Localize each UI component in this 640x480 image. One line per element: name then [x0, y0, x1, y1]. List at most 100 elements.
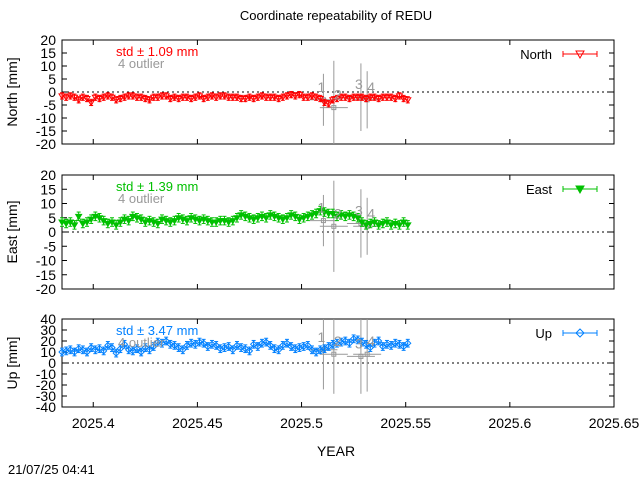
data-point — [237, 96, 246, 103]
y-tick-label: -20 — [36, 377, 56, 393]
outlier-id-label: 4 — [367, 333, 375, 349]
data-point — [241, 96, 250, 103]
data-point — [266, 341, 275, 350]
data-point — [270, 344, 279, 353]
data-point — [249, 96, 258, 103]
data-point — [95, 96, 104, 103]
data-point — [153, 94, 162, 102]
data-point — [141, 343, 150, 352]
data-point — [308, 346, 316, 354]
outlier-id-label: 2 — [334, 87, 342, 103]
data-point — [383, 94, 391, 102]
y-tick-label: 10 — [40, 344, 56, 360]
data-point — [154, 338, 162, 346]
data-point — [149, 342, 158, 351]
data-point — [104, 341, 112, 350]
data-point — [353, 94, 362, 102]
data-point — [137, 348, 145, 356]
x-axis: 2025.4 2025.45 2025.5 2025.55 2025.6 2025.65 Y… — [72, 415, 640, 459]
data-point — [224, 94, 233, 102]
legend-label: East — [526, 182, 552, 197]
y-tick-label: 10 — [40, 196, 56, 212]
x-axis-label: YEAR — [317, 443, 355, 459]
y-tick-label: -10 — [36, 366, 56, 382]
outlier-point — [331, 223, 337, 229]
y-tick-label: -20 — [36, 281, 56, 297]
x-tick-label: 2025.4 — [72, 415, 115, 431]
data-point — [345, 96, 354, 103]
outlier-point — [331, 351, 337, 357]
data-point — [262, 338, 270, 346]
data-point — [233, 341, 241, 350]
y-tick-label: 15 — [40, 45, 56, 61]
data-point — [295, 343, 304, 352]
outlier-point — [364, 351, 370, 357]
y-tick-label: 5 — [48, 210, 56, 226]
y-tick-label: -5 — [44, 97, 57, 113]
data-point — [216, 344, 225, 353]
outlier-point — [320, 218, 326, 224]
data-point — [329, 340, 337, 349]
y-axis-label: North [mm] — [4, 57, 20, 126]
data-point — [79, 346, 87, 354]
data-point — [303, 94, 312, 102]
data-point — [195, 338, 204, 346]
data-point — [328, 97, 337, 104]
data-point — [266, 94, 275, 102]
legend-label: Up — [535, 326, 552, 341]
data-point — [404, 339, 412, 347]
data-point — [391, 96, 400, 103]
data-point — [283, 339, 291, 347]
data-point — [304, 341, 312, 350]
data-point — [83, 96, 91, 103]
data-point — [383, 340, 391, 349]
y-tick-label: -5 — [44, 238, 57, 254]
outlier-count: 4 outlier — [118, 335, 165, 350]
data-point — [324, 101, 333, 108]
y-tick-label: -10 — [36, 253, 56, 269]
outlier-id-label: 1 — [318, 329, 326, 345]
data-point — [208, 340, 216, 349]
y-tick-label: 0 — [48, 84, 56, 100]
legend-marker — [575, 50, 585, 60]
data-point — [95, 344, 104, 353]
legend-label: North — [520, 47, 552, 62]
data-point — [366, 343, 374, 352]
data-point — [299, 94, 308, 102]
outlier-id-label: 2 — [334, 333, 342, 349]
y-tick-label: 0 — [48, 224, 56, 240]
data-point — [199, 339, 208, 347]
data-point — [62, 347, 70, 355]
chart-title: Coordinate repeatability of REDU — [239, 8, 433, 23]
y-tick-label: 0 — [48, 355, 56, 371]
outlier-id-label: 2 — [334, 205, 342, 221]
data-point — [112, 349, 120, 357]
y-tick-label: -15 — [36, 123, 56, 139]
data-point — [145, 97, 154, 104]
y-tick-label: 20 — [40, 333, 56, 349]
data-point — [391, 339, 399, 347]
data-point — [116, 344, 125, 353]
y-tick-label: 20 — [40, 32, 56, 48]
outlier-count: 4 outlier — [118, 191, 165, 206]
data-point — [212, 341, 220, 350]
data-point — [87, 99, 96, 107]
data-point — [258, 339, 266, 347]
y-tick-label: 10 — [40, 58, 56, 74]
data-point — [120, 340, 129, 349]
data-line — [61, 338, 409, 354]
y-tick-label: 5 — [48, 71, 56, 87]
x-tick-label: 2025.6 — [488, 415, 531, 431]
data-point — [124, 218, 133, 225]
data-point — [162, 337, 170, 345]
data-point — [166, 340, 175, 349]
data-point — [199, 96, 208, 103]
data-point — [274, 346, 283, 354]
legend-marker — [575, 328, 585, 338]
data-point — [374, 96, 383, 103]
data-point — [170, 341, 179, 350]
data-point — [403, 97, 412, 104]
data-point — [274, 96, 283, 103]
